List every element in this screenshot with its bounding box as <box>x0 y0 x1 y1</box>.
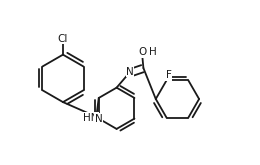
Text: N: N <box>95 114 103 124</box>
Text: HN: HN <box>83 113 99 123</box>
Text: Cl: Cl <box>58 34 68 44</box>
Text: H: H <box>148 47 156 57</box>
Text: N: N <box>126 66 134 77</box>
Text: O: O <box>138 47 146 57</box>
Text: F: F <box>166 70 172 80</box>
